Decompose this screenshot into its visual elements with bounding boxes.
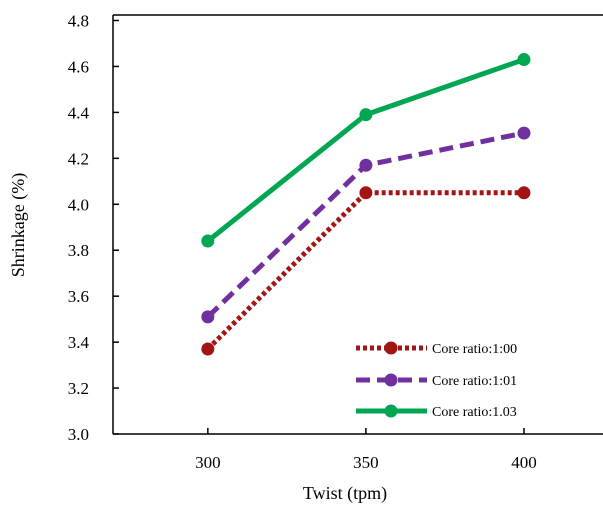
y-tick-label: 4.0	[68, 195, 89, 214]
y-tick-label: 3.8	[68, 241, 89, 260]
data-point	[359, 158, 373, 172]
data-point	[517, 186, 531, 200]
legend-label: Core ratio:1:00	[432, 342, 517, 357]
legend-item-2: Core ratio:1:01	[356, 373, 517, 389]
y-tick-label: 4.8	[68, 12, 89, 31]
y-ticks: 3.0 3.2 3.4 3.6 3.8 4.0 4.2 4.4 4.6 4.8	[68, 12, 119, 444]
legend: Core ratio:1:00 Core ratio:1:01 Core ratio…	[356, 341, 517, 420]
legend-label: Core ratio:1.03	[432, 405, 517, 420]
y-tick-label: 3.4	[68, 333, 90, 352]
legend-marker	[384, 341, 398, 355]
x-tick-label: 350	[353, 453, 379, 472]
x-tick-label: 300	[195, 453, 221, 472]
legend-label: Core ratio:1:01	[432, 374, 517, 389]
y-tick-label: 4.6	[68, 57, 89, 76]
y-tick-label: 4.4	[68, 103, 90, 122]
data-point	[517, 126, 531, 140]
series-3	[201, 53, 531, 248]
y-tick-label: 4.2	[68, 149, 89, 168]
data-point	[201, 342, 215, 356]
data-point	[359, 108, 373, 122]
series-line	[206, 57, 525, 243]
x-axis-title: Twist (tpm)	[303, 483, 387, 504]
data-point	[517, 53, 531, 67]
data-point	[359, 186, 373, 200]
series-layer	[201, 53, 531, 356]
y-tick-label: 3.6	[68, 287, 89, 306]
series-1	[201, 186, 531, 356]
axes	[112, 14, 603, 435]
legend-marker	[384, 373, 398, 387]
x-ticks: 300 350 400	[195, 428, 537, 472]
legend-item-1: Core ratio:1:00	[356, 341, 517, 357]
data-point	[201, 234, 215, 248]
y-tick-label: 3.0	[68, 425, 89, 444]
legend-item-3: Core ratio:1.03	[356, 404, 517, 420]
data-point	[201, 310, 215, 324]
y-tick-label: 3.2	[68, 379, 89, 398]
series-2	[201, 126, 531, 324]
x-tick-label: 400	[511, 453, 537, 472]
y-axis-title: Shrinkage (%)	[8, 173, 29, 277]
legend-marker	[384, 404, 398, 418]
